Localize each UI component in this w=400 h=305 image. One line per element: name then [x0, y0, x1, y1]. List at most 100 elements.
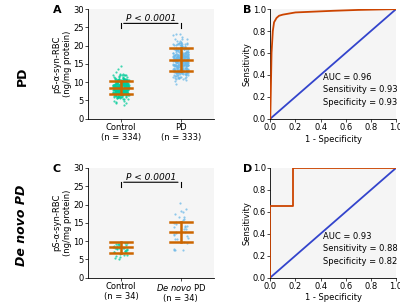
Point [114, 88, 121, 93]
Point [178, 41, 184, 46]
Point [116, 74, 122, 79]
Point [173, 48, 180, 52]
Point [124, 81, 131, 86]
Point [181, 54, 188, 59]
Point [119, 92, 125, 97]
Point [180, 52, 186, 57]
Point [122, 80, 128, 84]
Point [114, 247, 120, 252]
Point [118, 95, 124, 99]
Point [171, 220, 177, 225]
Point [183, 47, 189, 52]
Point [117, 83, 124, 88]
Point [110, 91, 117, 95]
Point [120, 76, 126, 81]
Point [117, 80, 124, 84]
Text: De novo PD: De novo PD [16, 185, 28, 266]
Point [112, 92, 119, 97]
Point [121, 77, 127, 82]
Point [124, 87, 130, 92]
Point [185, 55, 191, 60]
Point [123, 85, 129, 90]
Point [180, 53, 187, 58]
Point [115, 77, 122, 82]
Text: C: C [53, 163, 61, 174]
Point [119, 82, 126, 87]
Point [114, 244, 120, 249]
Point [110, 249, 117, 254]
Point [180, 53, 186, 58]
Point [180, 248, 186, 253]
Point [185, 63, 191, 67]
Point [180, 61, 186, 66]
Point [173, 58, 180, 63]
Point [122, 83, 128, 88]
Point [115, 95, 122, 100]
Point [181, 63, 188, 68]
Point [185, 59, 192, 64]
Point [174, 56, 181, 61]
Point [175, 61, 182, 66]
Point [112, 89, 119, 94]
Point [118, 85, 124, 90]
Point [180, 52, 186, 57]
Point [170, 225, 177, 230]
Point [117, 89, 123, 94]
Point [122, 91, 128, 95]
Point [176, 40, 182, 45]
Point [172, 63, 179, 68]
Point [173, 222, 180, 227]
Point [184, 52, 191, 57]
Point [122, 95, 129, 99]
X-axis label: 1 - Specificity: 1 - Specificity [305, 135, 362, 144]
Point [114, 88, 120, 93]
Point [123, 86, 129, 91]
Point [170, 56, 177, 61]
Point [182, 229, 188, 234]
Point [178, 49, 184, 54]
Point [170, 66, 176, 71]
Point [173, 219, 180, 224]
Point [120, 93, 126, 98]
Point [172, 63, 178, 68]
Point [118, 88, 124, 93]
Point [171, 63, 177, 68]
Point [178, 66, 184, 71]
Point [125, 97, 131, 102]
Point [123, 247, 129, 252]
Point [170, 61, 176, 66]
Point [178, 68, 184, 73]
Point [112, 81, 118, 86]
Point [120, 89, 126, 94]
Point [112, 88, 119, 93]
Point [176, 49, 183, 54]
Point [173, 51, 179, 56]
Point [113, 70, 119, 75]
Point [114, 86, 120, 91]
Point [177, 70, 183, 75]
Point [183, 227, 189, 231]
Point [170, 42, 176, 47]
Point [170, 59, 176, 64]
Point [124, 91, 130, 95]
Point [118, 80, 124, 84]
Point [111, 76, 118, 81]
Point [121, 80, 128, 85]
Point [121, 83, 127, 88]
Point [124, 77, 130, 82]
Point [175, 52, 182, 57]
Point [116, 242, 122, 247]
Point [182, 62, 188, 67]
Point [122, 84, 128, 89]
Point [113, 91, 120, 96]
Point [114, 78, 120, 83]
Point [116, 94, 122, 99]
Point [120, 245, 127, 250]
Point [174, 47, 181, 52]
Point [178, 37, 185, 42]
Point [175, 76, 182, 81]
Point [113, 87, 120, 92]
Point [182, 54, 188, 59]
Point [176, 76, 182, 81]
Point [110, 82, 116, 87]
